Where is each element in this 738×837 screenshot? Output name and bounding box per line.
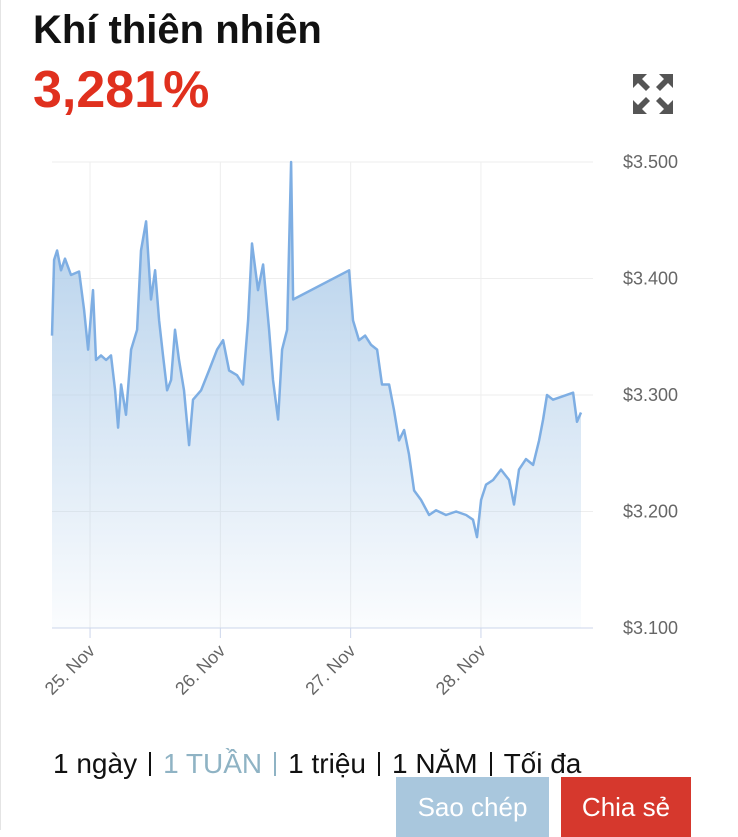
- separator: [377, 752, 380, 776]
- range-option[interactable]: 1 NĂM: [391, 748, 478, 779]
- y-tick-label: $3.400: [623, 269, 678, 289]
- change-value: 3,281%: [33, 61, 210, 119]
- title: Khí thiên nhiên: [33, 8, 322, 52]
- range-selector: 1 ngày 1 TUẦN 1 triệu 1 NĂM Tối đa: [53, 748, 581, 780]
- y-tick-label: $3.500: [623, 152, 678, 172]
- range-option[interactable]: 1 ngày: [53, 748, 138, 779]
- chart: $3.500 $3.400 $3.300 $3.200 $3.100 25. Nov 26.…: [41, 152, 678, 699]
- range-option[interactable]: 1 TUẦN: [163, 748, 263, 779]
- area-fill: [52, 162, 581, 628]
- expand-icon[interactable]: [631, 72, 675, 116]
- range-option[interactable]: Tối đa: [503, 748, 582, 779]
- x-tick-label: 25. Nov: [41, 641, 99, 699]
- range-option[interactable]: 1 triệu: [288, 748, 366, 779]
- y-tick-label: $3.300: [623, 385, 678, 405]
- separator: [489, 752, 492, 776]
- x-tick-label: 26. Nov: [171, 641, 229, 699]
- x-tick-label: 27. Nov: [301, 641, 359, 699]
- price-line: [50, 160, 583, 539]
- separator: [274, 752, 277, 776]
- share-button[interactable]: Chia sẻ: [561, 777, 691, 837]
- y-tick-label: $3.200: [623, 502, 678, 522]
- separator: [149, 752, 152, 776]
- x-tick-label: 28. Nov: [432, 641, 490, 699]
- copy-button[interactable]: Sao chép: [396, 777, 549, 837]
- y-tick-label: $3.100: [623, 618, 678, 638]
